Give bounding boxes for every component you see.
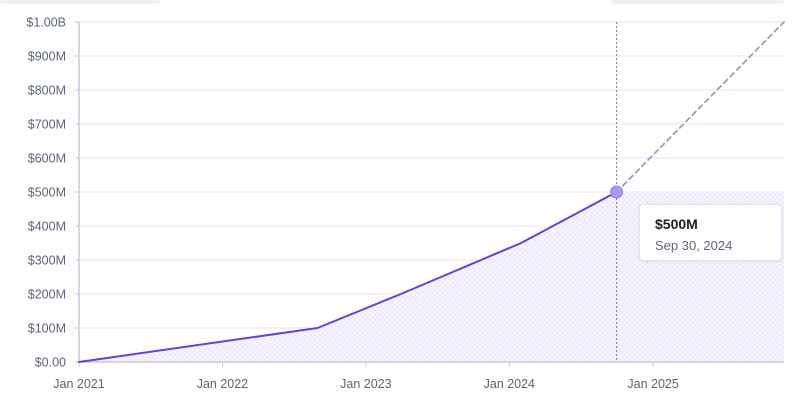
area-under-line <box>79 192 617 362</box>
y-tick-label: $0.00 <box>35 356 66 370</box>
y-tick-label: $400M <box>28 220 66 234</box>
top-left-control-hint <box>0 0 160 4</box>
x-tick-label: Jan 2021 <box>53 377 104 391</box>
y-tick-label: $600M <box>28 152 66 166</box>
tooltip-value: $500M <box>655 216 698 232</box>
tooltip: $500M Sep 30, 2024 <box>639 204 782 261</box>
x-axis-ticks: Jan 2021 Jan 2022 Jan 2023 Jan 2024 Jan 2025 <box>53 362 679 391</box>
y-axis-ticks: $0.00 $100M $200M $300M $400M $500M $600M $700M… <box>26 16 79 370</box>
tooltip-date: Sep 30, 2024 <box>655 238 733 253</box>
x-tick-label: Jan 2025 <box>627 377 678 391</box>
x-tick-label: Jan 2023 <box>340 377 391 391</box>
y-tick-label: $100M <box>28 322 66 336</box>
x-tick-label: Jan 2024 <box>484 377 535 391</box>
top-right-control-hint <box>612 0 784 4</box>
projection-line <box>615 21 785 193</box>
y-tick-label: $500M <box>28 186 66 200</box>
actual-line <box>78 191 618 363</box>
y-tick-label: $900M <box>28 50 66 64</box>
series-group <box>78 21 785 363</box>
y-tick-label: $1.00B <box>26 16 66 30</box>
x-tick-label: Jan 2022 <box>197 377 248 391</box>
highlight-point[interactable] <box>610 185 624 199</box>
y-tick-label: $800M <box>28 84 66 98</box>
y-tick-label: $300M <box>28 254 66 268</box>
y-tick-label: $200M <box>28 288 66 302</box>
y-tick-label: $700M <box>28 118 66 132</box>
